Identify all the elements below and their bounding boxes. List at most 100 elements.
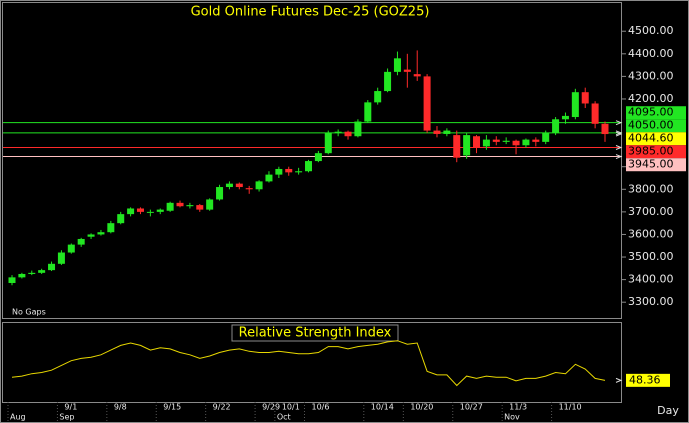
candle-body — [482, 139, 490, 147]
candle-body — [305, 161, 312, 172]
rsi-arrow — [615, 377, 623, 383]
candle-body — [344, 131, 352, 137]
candle-body — [591, 103, 599, 124]
y-tick-label: 3300.00 — [628, 295, 674, 308]
candle-body — [601, 123, 609, 135]
x-month-label: Nov — [504, 413, 520, 422]
candle-body — [77, 238, 85, 245]
rsi-label-box — [626, 373, 670, 387]
candle-body — [443, 130, 451, 134]
candle-body — [97, 232, 105, 235]
candle-body — [552, 119, 560, 133]
x-tick-label: 9/22 — [213, 403, 231, 412]
candle-body — [235, 183, 243, 188]
candle-body — [532, 139, 540, 142]
candle-body — [314, 153, 322, 162]
candle-body — [522, 139, 530, 146]
rsi-last-label: 48.36 — [629, 373, 661, 386]
price-label-box — [626, 106, 686, 120]
candle-body — [324, 132, 332, 154]
candle-body — [67, 244, 75, 253]
x-tick-label: 9/15 — [163, 403, 181, 412]
x-tick-label: 10/27 — [460, 403, 483, 412]
period: Day — [657, 404, 679, 417]
price-arrow — [615, 145, 623, 150]
x-tick-label: 11/10 — [559, 403, 582, 412]
candle-body — [127, 208, 135, 215]
x-month-label: Sep — [59, 413, 74, 422]
candle-body — [8, 277, 16, 283]
x-month-label: Oct — [277, 413, 291, 422]
candle-body — [354, 121, 362, 137]
candle-body — [393, 58, 401, 72]
candle-body — [581, 92, 589, 104]
rsi-title: Relative Strength Index — [239, 326, 392, 341]
candle-body — [403, 69, 411, 72]
candle-body — [492, 139, 500, 142]
candle-body — [512, 140, 520, 146]
x-tick-label: 10/14 — [371, 403, 394, 412]
candle-body — [136, 208, 144, 212]
y-tick-label: 4300.00 — [628, 69, 674, 82]
rsi-line — [11, 340, 606, 387]
price-arrow — [615, 130, 623, 136]
price-arrow — [615, 120, 623, 126]
candle-body — [196, 205, 204, 210]
price-arrow — [615, 131, 623, 137]
candle-body — [176, 202, 184, 207]
candle-body — [245, 188, 253, 190]
y-tick-label: 4500.00 — [628, 24, 674, 37]
price-label: 4050.00 — [628, 119, 674, 132]
chart-title: Gold Online Futures Dec-25 (GOZ25) — [191, 5, 430, 20]
y-tick-label: 3600.00 — [628, 227, 674, 240]
candle-body — [453, 135, 461, 158]
price-panel — [2, 2, 622, 319]
candle-body — [117, 214, 125, 224]
candle-body — [433, 130, 441, 134]
price-arrow — [615, 154, 623, 160]
x-tick-label: 11/3 — [509, 403, 527, 412]
candle-body — [225, 183, 233, 188]
y-tick-label: 4200.00 — [628, 92, 674, 105]
x-tick-label: 9/1 — [64, 403, 77, 412]
candle-body — [502, 140, 510, 142]
candle-body — [107, 223, 115, 233]
candle-body — [57, 252, 65, 264]
price-label: 3985.00 — [628, 145, 674, 158]
candle-body — [38, 270, 46, 273]
rsi-panel — [2, 322, 622, 403]
x-tick-label: 9/8 — [114, 403, 127, 412]
price-label-box — [626, 119, 686, 133]
y-tick-label: 3500.00 — [628, 250, 674, 263]
x-tick-label: 9/29 — [262, 403, 280, 412]
candle-body — [186, 205, 194, 207]
price-label-box — [626, 145, 686, 159]
price-label-box — [626, 158, 686, 172]
candle-body — [275, 168, 283, 175]
candle-body — [18, 273, 26, 278]
candle-body — [87, 234, 95, 237]
y-tick-label: 3400.00 — [628, 273, 674, 286]
candle-body — [255, 181, 263, 190]
rsi-title-box — [231, 324, 399, 342]
x-month-label: Aug — [10, 413, 26, 422]
candle-body — [374, 91, 382, 103]
candle-body — [561, 115, 569, 120]
candle-body — [571, 92, 579, 118]
candle-body — [542, 132, 550, 142]
candle-body — [206, 199, 214, 210]
y-tick-label: 4400.00 — [628, 47, 674, 60]
candle-body — [423, 76, 431, 131]
candle-body — [28, 272, 36, 274]
price-label: 4044.60 — [628, 132, 674, 145]
y-tick-label: 3700.00 — [628, 205, 674, 218]
candle-body — [285, 168, 293, 173]
candle-body — [216, 187, 224, 200]
candle-body — [48, 263, 56, 271]
candle-body — [146, 211, 154, 213]
candle-body — [413, 74, 421, 77]
x-tick-label: 10/6 — [312, 403, 330, 412]
candle-body — [364, 102, 372, 122]
note: No Gaps — [12, 308, 46, 317]
